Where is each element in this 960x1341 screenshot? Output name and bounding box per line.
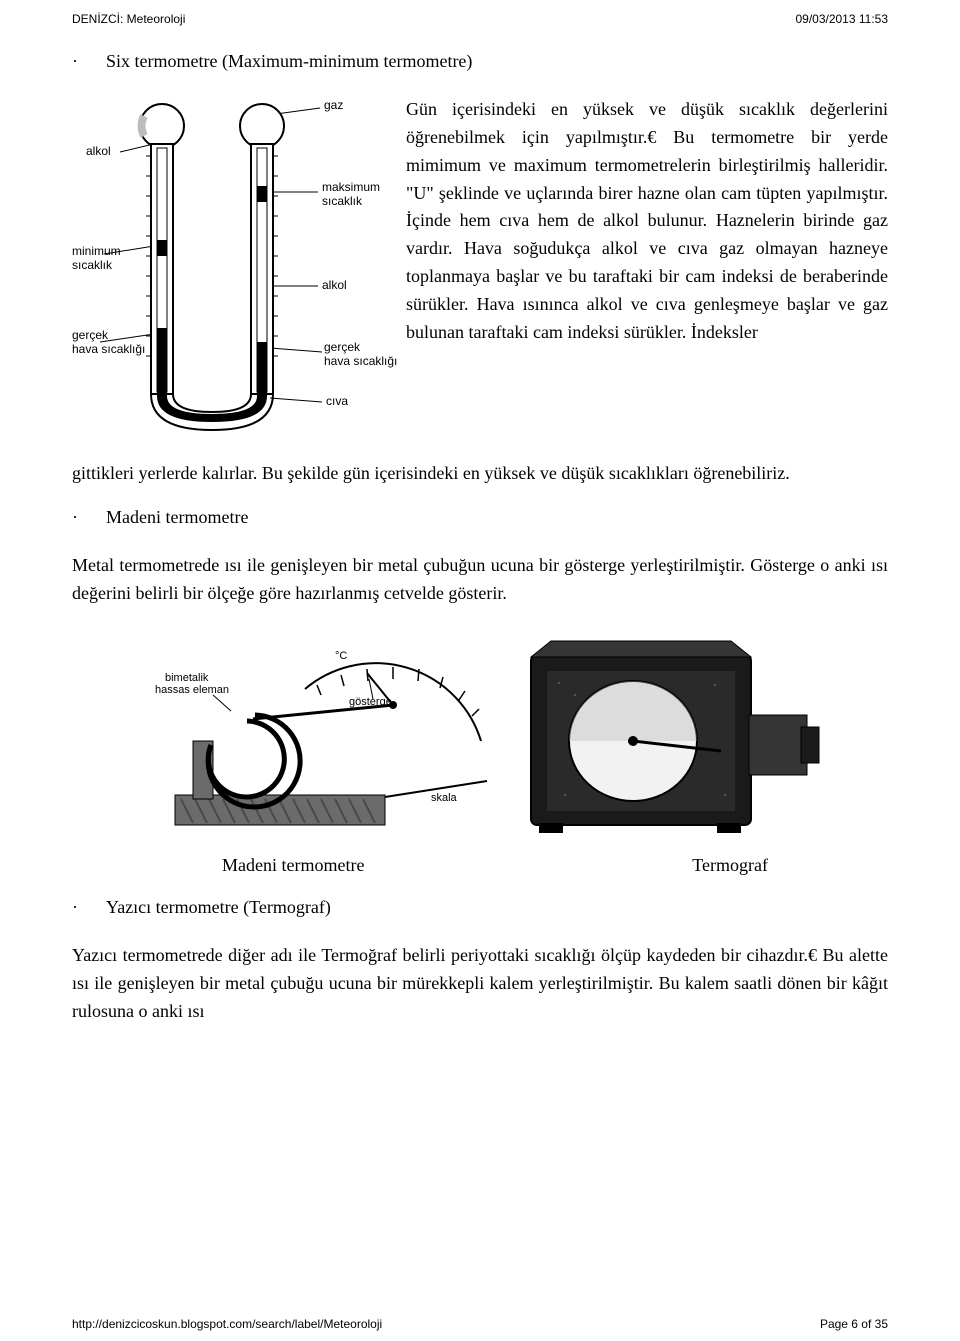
- figure-captions: Madeni termometre Termograf: [72, 855, 888, 876]
- section-title-yazici: ·Yazıcı termometre (Termograf): [72, 894, 888, 922]
- figures-row: bimetalik hassas eleman °C gösterge skal…: [72, 635, 888, 845]
- madeni-title-text: Madeni termometre: [106, 507, 248, 527]
- caption-termograf: Termograf: [692, 855, 768, 876]
- label-bimetal-2: hassas eleman: [155, 684, 229, 696]
- yazici-title-text: Yazıcı termometre (Termograf): [106, 897, 331, 917]
- footer-left: http://denizcicoskun.blogspot.com/search…: [72, 1317, 382, 1331]
- label-minimum: minimum sıcaklık: [72, 244, 121, 272]
- label-maksimum: maksimum sıcaklık: [322, 180, 380, 208]
- six-thermometer-diagram: gaz alkol maksimum sıcaklık minimum sıca…: [72, 96, 382, 456]
- six-title-text: Six termometre (Maximum-minimum termomet…: [106, 51, 472, 71]
- madeni-termometre-diagram: bimetalik hassas eleman °C gösterge skal…: [135, 645, 495, 845]
- bullet-dot: ·: [72, 48, 106, 76]
- label-bimetal: bimetalik: [165, 672, 209, 684]
- caption-madeni: Madeni termometre: [222, 855, 364, 876]
- header-right: 09/03/2013 11:53: [795, 12, 888, 26]
- bullet-dot: ·: [72, 894, 106, 922]
- section-title-madeni: ·Madeni termometre: [72, 504, 888, 532]
- page-header: DENİZCİ: Meteoroloji 09/03/2013 11:53: [72, 12, 888, 26]
- label-gercek-left: gerçek hava sıcaklığı: [72, 328, 145, 356]
- six-body-right: Gün içerisindeki en yüksek ve düşük sıca…: [406, 96, 888, 347]
- yazici-body: Yazıcı termometrede diğer adı ile Termoğ…: [72, 942, 888, 1026]
- page-footer: http://denizcicoskun.blogspot.com/search…: [72, 1317, 888, 1331]
- six-figure-and-text: gaz alkol maksimum sıcaklık minimum sıca…: [72, 96, 888, 456]
- label-gercek-right: gerçek hava sıcaklığı: [324, 340, 397, 368]
- bullet-dot: ·: [72, 504, 106, 532]
- header-left: DENİZCİ: Meteoroloji: [72, 12, 185, 26]
- label-alkol-side: alkol: [322, 278, 347, 292]
- madeni-body: Metal termometrede ısı ile genişleyen bi…: [72, 552, 888, 608]
- label-skala: skala: [431, 792, 458, 804]
- six-body-full: gittikleri yerlerde kalırlar. Bu şekilde…: [72, 460, 888, 488]
- footer-right: Page 6 of 35: [820, 1317, 888, 1331]
- label-gosterge: gösterge: [349, 696, 392, 708]
- label-civa: cıva: [326, 394, 348, 408]
- label-alkol-top: alkol: [86, 144, 111, 158]
- label-gaz: gaz: [324, 98, 343, 112]
- section-title-six: ·Six termometre (Maximum-minimum termome…: [72, 48, 888, 76]
- label-deg: °C: [335, 650, 347, 662]
- termograf-diagram: [525, 635, 825, 845]
